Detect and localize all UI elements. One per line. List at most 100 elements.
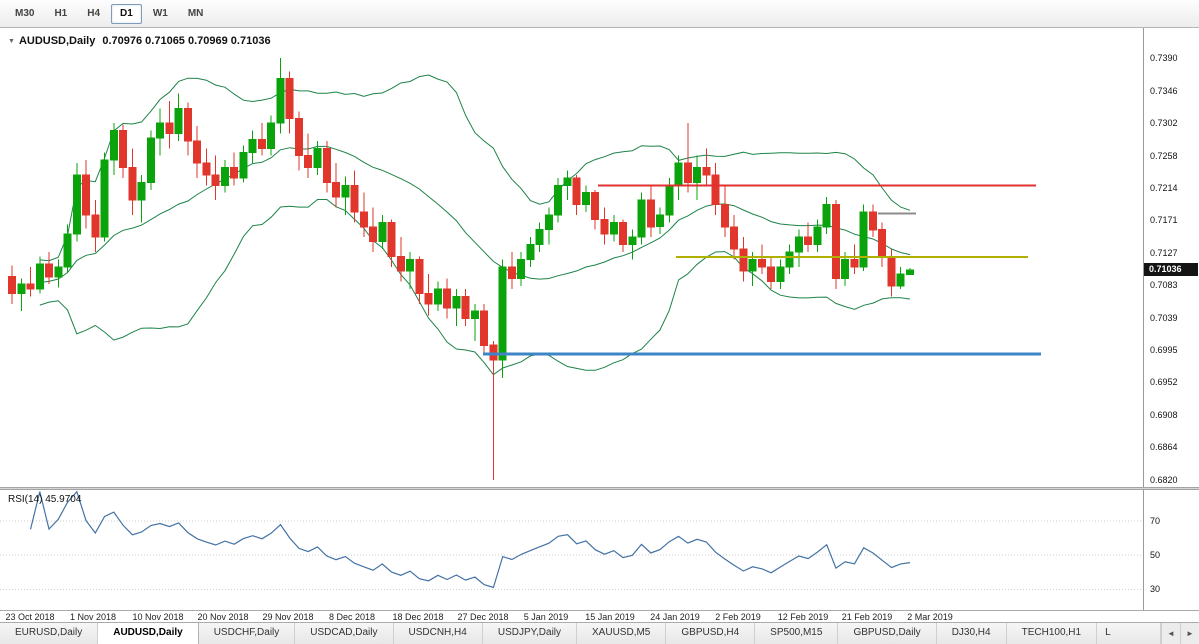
- candle-body-down: [45, 263, 53, 278]
- timeframe-button-w1[interactable]: W1: [152, 7, 168, 19]
- candle-body-up: [665, 184, 674, 216]
- date-axis-label: 15 Jan 2019: [585, 612, 635, 622]
- candle-body-up: [656, 214, 664, 228]
- timeframe-button-d1[interactable]: D1: [111, 3, 142, 24]
- price-axis: 0.71036 0.7390 0.7346 0.7302 0.7258 0.7214 0.…: [1143, 28, 1199, 487]
- candle-body-down: [878, 229, 887, 257]
- candle-body-down: [572, 177, 581, 206]
- candle-body-down: [831, 204, 840, 280]
- chart-marker-icon: ▼: [8, 38, 15, 45]
- main-chart-pane[interactable]: ▼ AUDUSD,Daily 0.70976 0.71065 0.70969 0.7…: [0, 28, 1143, 487]
- candle-body-up: [554, 184, 563, 216]
- candle-body-down: [757, 258, 766, 268]
- candle-body-up: [174, 107, 183, 135]
- panel-splitter[interactable]: [0, 487, 1199, 490]
- candle-body-down: [702, 167, 711, 176]
- price-axis-label: 0.7258: [1150, 151, 1178, 161]
- timeframe-button-m30[interactable]: M30: [15, 7, 35, 19]
- candle-body-up: [146, 137, 155, 183]
- chart-tabs-bar: EURUSD,Daily AUDUSD,Daily USDCHF,Daily USDC…: [0, 622, 1199, 644]
- candle-body-down: [26, 283, 35, 290]
- candle-body-up: [674, 162, 683, 186]
- chart-tab-dj30-h4[interactable]: DJ30,H4: [936, 623, 1007, 644]
- candle-body-down: [369, 226, 378, 243]
- candle-body-up: [452, 295, 461, 309]
- candle-body-down: [646, 199, 655, 228]
- candle-body-up: [517, 258, 526, 280]
- candle-body-down: [720, 204, 729, 228]
- candle-body-down: [193, 140, 202, 164]
- timeframe-button-h4[interactable]: H4: [87, 7, 101, 19]
- candle-body-down: [322, 147, 331, 183]
- chart-tab-gbpusd-daily[interactable]: GBPUSD,Daily: [838, 623, 937, 644]
- candle-body-up: [313, 147, 322, 169]
- candle-body-down: [396, 255, 405, 272]
- candle-body-up: [100, 159, 109, 238]
- candle-body-down: [850, 258, 859, 268]
- candle-body-up: [637, 199, 646, 238]
- candle-body-down: [739, 248, 748, 272]
- chart-tab-gbpusd-h4[interactable]: GBPUSD,H4: [666, 623, 756, 644]
- tabs-scroll-left-button[interactable]: ◄: [1161, 623, 1180, 644]
- chart-tab-usdchf-daily[interactable]: USDCHF,Daily: [198, 623, 296, 644]
- price-axis-label: 0.7171: [1150, 215, 1178, 225]
- price-axis-label: 0.6820: [1150, 475, 1178, 485]
- candle-body-up: [896, 273, 905, 287]
- price-axis-label: 0.7214: [1150, 183, 1178, 193]
- candle-body-down: [415, 258, 424, 294]
- date-axis: 23 Oct 2018 1 Nov 2018 10 Nov 2018 20 Nov 2…: [0, 610, 1199, 623]
- candle-body-down: [285, 78, 294, 120]
- chart-tab-eurusd-daily[interactable]: EURUSD,Daily: [0, 623, 99, 644]
- chart-tab-usdjpy-daily[interactable]: USDJPY,Daily: [482, 623, 578, 644]
- candle-body-up: [17, 283, 26, 294]
- chart-tab-sp500-m15[interactable]: SP500,M15: [755, 623, 839, 644]
- price-axis-label: 0.6908: [1150, 410, 1178, 420]
- rsi-pane[interactable]: RSI(14) 45.9704: [0, 490, 1143, 610]
- chart-tab-audusd-daily[interactable]: AUDUSD,Daily: [98, 623, 199, 644]
- chart-tab-tech100-h1[interactable]: TECH100,H1: [1006, 623, 1098, 644]
- candle-body-up: [526, 244, 535, 260]
- candle-body-up: [267, 122, 276, 149]
- chart-tab-partial[interactable]: L: [1097, 623, 1161, 644]
- candle-body-up: [220, 167, 229, 186]
- timeframe-toolbar: M30 H1 H4 D1 W1 MN: [0, 0, 1199, 28]
- candle-body-up: [433, 288, 442, 305]
- candle-body-down: [183, 107, 192, 142]
- candle-body-up: [156, 122, 165, 139]
- candle-body-up: [535, 229, 544, 245]
- main-chart-svg: [8, 58, 1041, 480]
- date-axis-label: 27 Dec 2018: [457, 612, 509, 622]
- chart-tab-usdcad-daily[interactable]: USDCAD,Daily: [295, 623, 394, 644]
- price-axis-label: 0.7346: [1150, 86, 1178, 96]
- date-axis-label: 8 Dec 2018: [328, 612, 376, 622]
- candle-body-up: [248, 138, 257, 154]
- candle-body-up: [544, 214, 553, 231]
- chart-tab-xauusd-m5[interactable]: XAUUSD,M5: [577, 623, 667, 644]
- date-axis-label: 21 Feb 2019: [841, 612, 893, 622]
- candle-body-up: [498, 266, 507, 361]
- candle-body-up: [341, 184, 350, 198]
- candle-body-up: [378, 221, 387, 243]
- candle-body-down: [165, 122, 174, 134]
- rsi-line: [29, 490, 911, 589]
- rsi-axis-label: 30: [1150, 584, 1161, 594]
- candle-body-down: [91, 214, 100, 238]
- candle-body-up: [35, 263, 44, 290]
- candle-body-down: [767, 266, 776, 283]
- candle-body-down: [619, 221, 627, 246]
- rsi-axis-label: 50: [1150, 550, 1161, 560]
- candle-body-up: [72, 174, 81, 235]
- candle-body-up: [137, 181, 146, 201]
- chart-tab-usdcnh-h4[interactable]: USDCNH,H4: [393, 623, 483, 644]
- candle-body-up: [841, 258, 850, 280]
- date-axis-label: 2 Mar 2019: [907, 612, 953, 622]
- tabs-scroll-right-button[interactable]: ►: [1180, 623, 1199, 644]
- timeframe-button-mn[interactable]: MN: [187, 7, 204, 19]
- bollinger-middle-line: [39, 145, 911, 283]
- candle-body-up: [813, 226, 822, 246]
- timeframe-button-h1[interactable]: H1: [54, 7, 68, 19]
- candle-body-down: [359, 211, 368, 228]
- candle-body-down: [128, 167, 137, 201]
- chart-title: ▼ AUDUSD,Daily 0.70976 0.71065 0.70969 0.7…: [8, 35, 271, 47]
